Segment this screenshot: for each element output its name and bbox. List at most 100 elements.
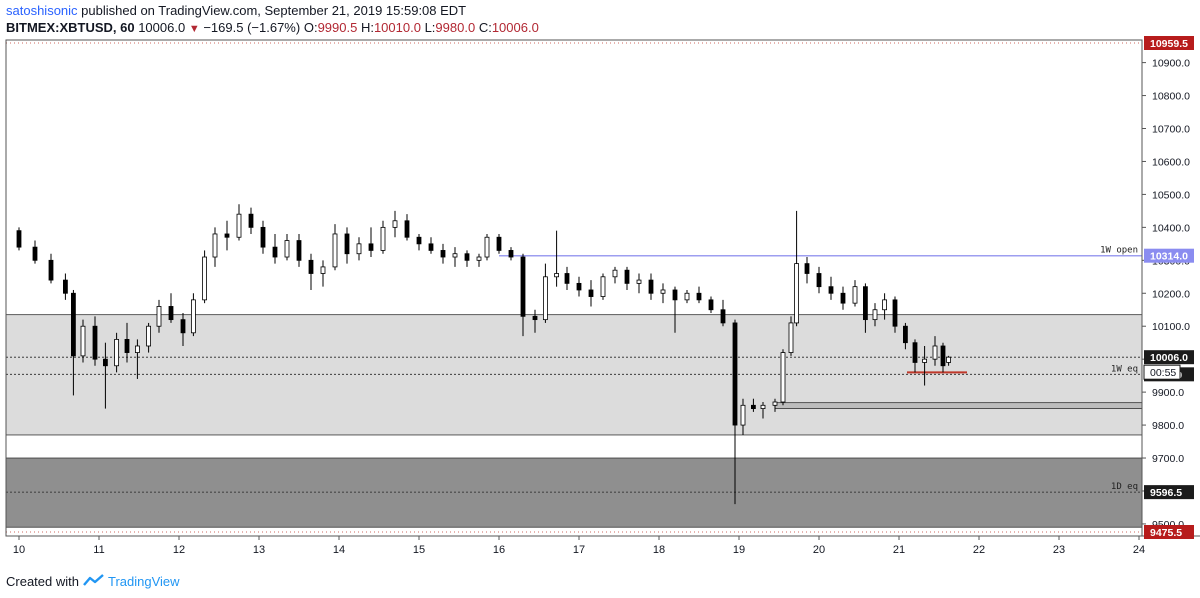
zone-dark <box>5 457 1143 528</box>
y-tick-label: 9700.0 <box>1152 453 1184 465</box>
candle-body <box>624 269 630 284</box>
candle-body <box>946 356 951 363</box>
candle-body <box>732 322 738 426</box>
candle-body <box>508 250 514 258</box>
price-tag-bg <box>1144 525 1194 539</box>
candle-body <box>71 292 76 357</box>
candle-body <box>114 338 119 367</box>
candle-body <box>356 243 362 255</box>
candle-body <box>912 342 918 363</box>
x-tick-label: 15 <box>413 544 425 556</box>
close-label: C: <box>478 20 492 35</box>
candle-body <box>212 233 218 258</box>
price-tag-label: 9475.5 <box>1150 527 1182 539</box>
candle-body <box>63 279 68 294</box>
candle-body <box>476 256 482 261</box>
candle-body <box>720 309 726 324</box>
candle-body <box>48 259 54 281</box>
candle-body <box>794 263 799 324</box>
x-tick-label: 19 <box>733 544 745 556</box>
candle-body <box>180 319 186 334</box>
candle-body <box>308 259 314 274</box>
price-change: −169.5 (−1.67%) <box>203 20 301 35</box>
high-label: H: <box>360 20 374 35</box>
candle-body <box>696 292 702 301</box>
open-value: 9990.5 <box>317 20 358 35</box>
candle-body <box>80 325 86 357</box>
candle-body <box>404 220 410 238</box>
candle-body <box>554 273 559 278</box>
author-link[interactable]: satoshisonic <box>6 3 78 18</box>
candle-body <box>863 286 868 321</box>
candle-body <box>134 345 140 353</box>
order-block-box <box>774 402 1143 409</box>
price-tag-bg <box>1144 485 1194 500</box>
candle-body <box>168 306 174 321</box>
close-value: 10006.0 <box>491 20 539 35</box>
candle-body <box>190 299 196 334</box>
candle-body <box>344 233 350 255</box>
candle-body <box>224 233 230 238</box>
candle-body <box>903 325 908 344</box>
price-tag-label: 10314.0 <box>1150 251 1188 263</box>
candle-body <box>428 243 434 251</box>
x-tick-label: 11 <box>93 544 104 556</box>
candle-body <box>788 322 794 353</box>
x-tick-label: 20 <box>813 544 825 556</box>
symbol-label[interactable]: BITMEX:XBTUSD, 60 <box>6 20 135 35</box>
candle-body <box>156 306 162 327</box>
price-tag-bg <box>1144 36 1194 50</box>
high-value: 10010.0 <box>373 20 421 35</box>
candle-body <box>708 299 714 311</box>
candle-body <box>248 213 254 228</box>
y-tick-label: 9900.0 <box>1152 387 1184 399</box>
candle-body <box>380 226 386 251</box>
y-tick-label: 9800.0 <box>1152 420 1184 432</box>
price-tag-label: 9596.5 <box>1150 487 1182 499</box>
candle-body <box>648 279 654 294</box>
x-tick-label: 18 <box>653 544 665 556</box>
y-tick-label: 10700.0 <box>1152 124 1190 136</box>
candle-body <box>660 289 666 294</box>
y-tick-label: 10100.0 <box>1152 321 1190 333</box>
created-with-text: Created with <box>6 574 79 589</box>
x-tick-label: 24 <box>1133 544 1145 556</box>
x-tick-label: 10 <box>13 544 25 556</box>
candle-body <box>940 345 946 367</box>
hline-label: 1D eq <box>1111 482 1138 492</box>
candle-body <box>440 250 446 258</box>
candle-body <box>772 401 778 406</box>
price-tag-bg <box>1144 350 1194 365</box>
candle-body <box>922 358 927 363</box>
candle-body <box>320 266 326 274</box>
candle-body <box>520 256 526 317</box>
price-tag-label: 10006.0 <box>1150 352 1188 364</box>
candle-body <box>16 230 22 248</box>
hline-label: 1W eq <box>1111 364 1138 374</box>
candle-body <box>780 352 786 403</box>
tradingview-brand[interactable]: TradingView <box>107 574 180 589</box>
symbol-legend: BITMEX:XBTUSD, 60 10006.0 ▼ −169.5 (−1.6… <box>6 20 539 35</box>
zone-light <box>5 314 1143 436</box>
x-tick-label: 17 <box>573 544 585 556</box>
candle-body <box>368 243 374 251</box>
candle-body <box>828 286 834 294</box>
footer: Created with TradingView <box>6 574 180 589</box>
candle-body <box>416 236 422 245</box>
price-tag-bg <box>1144 248 1194 263</box>
candle-body <box>636 279 642 284</box>
candle-body <box>816 273 822 288</box>
candle-body <box>600 276 606 297</box>
down-arrow-icon: ▼ <box>188 23 200 35</box>
x-tick-label: 21 <box>893 544 905 556</box>
candle-body <box>564 273 570 284</box>
candle-body <box>260 226 266 248</box>
open-label: O: <box>303 20 318 35</box>
candle-body <box>760 404 766 409</box>
candle-body <box>543 276 548 321</box>
candle-body <box>532 315 538 321</box>
candle-body <box>124 338 130 353</box>
candle-body <box>496 236 502 251</box>
low-label: L: <box>424 20 436 35</box>
